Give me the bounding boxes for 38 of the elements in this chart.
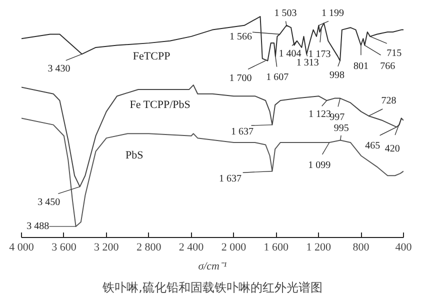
annotation: 1 404 (278, 48, 302, 60)
series-label: FeTCPP (132, 50, 170, 62)
x-tick-label: 400 (395, 242, 412, 254)
x-tick-label: 2 000 (221, 242, 247, 254)
x-tick-label: 1 200 (306, 242, 332, 254)
annotation: 420 (384, 144, 400, 155)
annotation: 3 430 (48, 64, 70, 75)
annotation: 1 199 (321, 8, 344, 19)
annotation: 1 637 (230, 126, 254, 138)
annotation: 1 566 (230, 32, 252, 43)
annotation: 766 (380, 60, 396, 72)
annotation: 998 (330, 70, 345, 82)
annotation: 3 450 (38, 197, 60, 208)
annotation: 1 637 (218, 174, 242, 185)
annotation: 3 488 (26, 220, 50, 232)
series-label: Fe TCPP/PbS (130, 98, 190, 111)
annotation: 1 099 (308, 160, 331, 171)
annotation: 995 (334, 122, 349, 134)
annotation: 1 313 (296, 58, 319, 69)
x-tick-label: 1 600 (264, 242, 290, 254)
x-tick-label: 2 800 (136, 242, 162, 254)
text: 铁卟啉,硫化铅和固载铁卟啉的红外光谱图 (102, 280, 322, 294)
x-tick-label: 2 400 (178, 242, 204, 254)
annotation: 1 607 (266, 72, 289, 83)
series-label: PbS (125, 150, 144, 162)
x-tick-label: 3 600 (52, 242, 77, 254)
annotation: 997 (330, 112, 345, 123)
x-tick-label: 3 200 (94, 242, 120, 254)
annotation: 1 503 (274, 8, 297, 19)
annotation: 1 123 (308, 109, 332, 120)
annotation: 801 (353, 60, 368, 72)
annotation: 715 (386, 48, 402, 59)
x-tick-label: 800 (352, 242, 370, 254)
annotation: 728 (381, 95, 396, 106)
x-axis-title: σ/cm⁻¹ (198, 260, 227, 272)
annotation: 1 700 (229, 73, 252, 84)
annotation: 465 (365, 140, 380, 152)
x-tick-label: 4 000 (9, 242, 34, 254)
